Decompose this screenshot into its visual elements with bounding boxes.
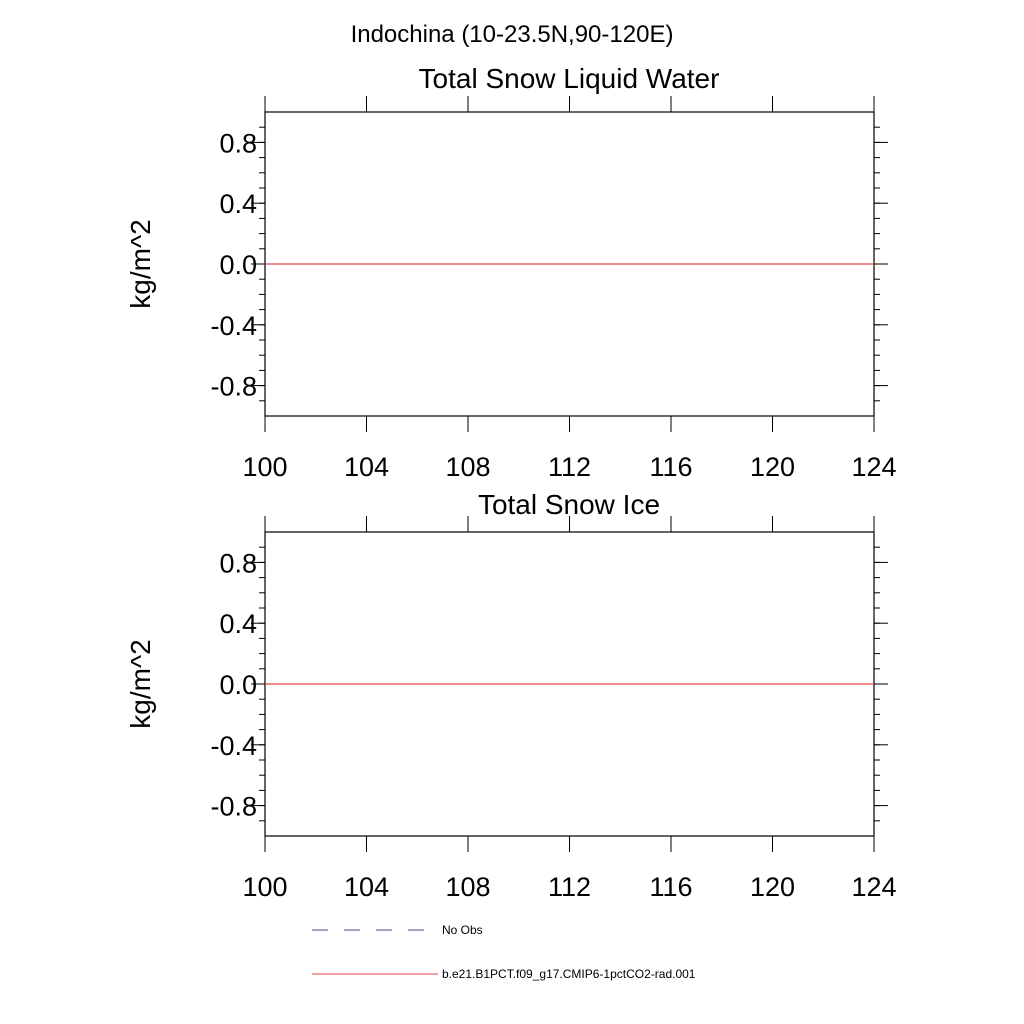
y-tick-label: -0.8 <box>210 372 257 402</box>
x-tick-label: 100 <box>242 872 287 902</box>
plot-area: 100 104 108 112 116 120 124 0.8 0.4 0.0 -0.4 -0.8 <box>210 516 897 902</box>
y-tick-label: 0.8 <box>219 548 257 578</box>
x-tick-label: 124 <box>851 872 896 902</box>
panel-title: Total Snow Ice <box>478 489 660 520</box>
x-tick-label: 120 <box>750 452 795 482</box>
y-tick-label: 0.4 <box>219 189 257 219</box>
y-tick-label: 0.0 <box>219 250 257 280</box>
y-tick-label: 0.4 <box>219 609 257 639</box>
x-tick-label: 108 <box>445 872 490 902</box>
plot-area: 100 104 108 112 116 120 124 0.8 0.4 0.0 -0.4 -0.8 <box>210 96 897 482</box>
y-tick-label: -0.8 <box>210 792 257 822</box>
x-tick-label: 112 <box>548 452 591 482</box>
x-tick-label: 116 <box>649 872 692 902</box>
x-tick-label: 104 <box>344 452 389 482</box>
x-tick-label: 104 <box>344 872 389 902</box>
y-tick-label: -0.4 <box>210 731 257 761</box>
y-tick-label: 0.0 <box>219 670 257 700</box>
x-tick-label: 120 <box>750 872 795 902</box>
y-tick-label: 0.8 <box>219 128 257 158</box>
panel-title: Total Snow Liquid Water <box>419 63 720 94</box>
legend: No Obs b.e21.B1PCT.f09_g17.CMIP6-1pctCO2… <box>312 923 696 981</box>
panel-snow-ice: Total Snow Ice kg/m^2 100 104 108 112 116 120… <box>125 489 897 902</box>
figure-title: Indochina (10-23.5N,90-120E) <box>351 21 674 48</box>
y-axis-label: kg/m^2 <box>125 219 156 308</box>
legend-label-no-obs: No Obs <box>442 923 483 937</box>
x-tick-label: 108 <box>445 452 490 482</box>
y-axis-label: kg/m^2 <box>125 639 156 728</box>
x-tick-label: 124 <box>851 452 896 482</box>
x-tick-label: 116 <box>649 452 692 482</box>
x-tick-label: 100 <box>242 452 287 482</box>
x-tick-label: 112 <box>548 872 591 902</box>
legend-label-model: b.e21.B1PCT.f09_g17.CMIP6-1pctCO2-rad.00… <box>442 967 696 981</box>
y-tick-label: -0.4 <box>210 311 257 341</box>
panel-snow-liquid-water: Total Snow Liquid Water kg/m^2 100 104 108… <box>125 63 897 482</box>
